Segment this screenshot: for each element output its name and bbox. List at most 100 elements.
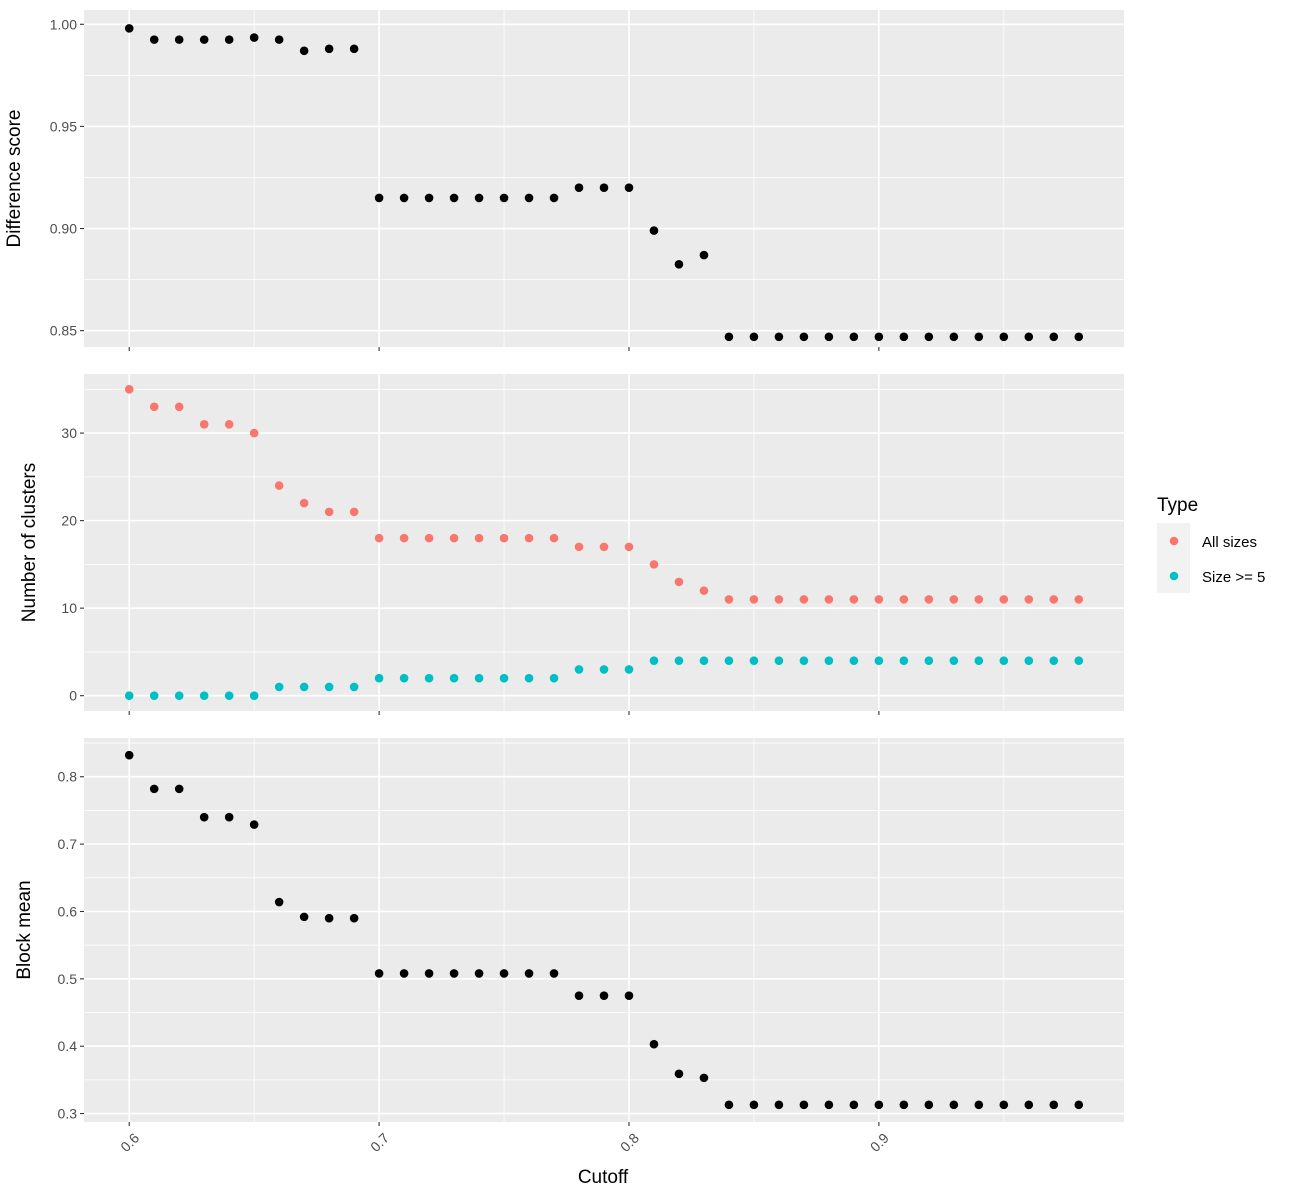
data-point (399, 533, 409, 543)
y-axis-title: Block mean (14, 880, 35, 979)
series-1 (124, 750, 1084, 1110)
data-point (924, 595, 934, 604)
series-size-5 (124, 656, 1084, 700)
data-point (724, 332, 734, 342)
data-point (499, 193, 509, 203)
data-point (374, 533, 384, 543)
data-point (699, 656, 709, 665)
data-point (399, 969, 409, 978)
y-tick-label: 0.6 (58, 903, 78, 919)
data-point (1024, 1100, 1034, 1110)
data-point (649, 226, 659, 235)
data-point (349, 507, 359, 517)
data-point (374, 969, 384, 978)
data-point (899, 595, 909, 604)
data-point (299, 498, 309, 508)
data-point (249, 820, 259, 829)
panel-background (84, 10, 1124, 347)
data-point (299, 682, 309, 692)
data-point (424, 533, 434, 543)
data-point (349, 44, 359, 54)
data-point (249, 691, 259, 700)
data-point (1074, 656, 1084, 665)
data-point (474, 533, 484, 543)
data-point (899, 656, 909, 665)
data-point (724, 595, 734, 604)
data-point (549, 533, 559, 543)
data-point (699, 1073, 709, 1083)
data-point (549, 673, 559, 683)
data-point (649, 656, 659, 665)
legend-title: Type (1157, 495, 1198, 516)
data-point (999, 595, 1009, 604)
data-point (899, 1100, 909, 1110)
data-point (599, 991, 609, 1000)
data-point (1074, 1100, 1084, 1110)
data-point (949, 595, 959, 604)
data-point (699, 586, 709, 595)
data-point (1074, 595, 1084, 604)
data-point (524, 969, 534, 978)
y-tick-label: 20 (61, 513, 77, 529)
data-point (774, 595, 784, 604)
data-point (449, 969, 459, 978)
data-point (124, 24, 134, 33)
y-axis-title: Number of clusters (19, 463, 40, 622)
data-point (949, 332, 959, 342)
data-point (524, 193, 534, 203)
data-point (1074, 332, 1084, 342)
data-point (1024, 332, 1034, 342)
y-axis-title: Difference score (4, 110, 25, 248)
data-point (824, 656, 834, 665)
data-point (124, 385, 134, 394)
data-point (924, 1100, 934, 1110)
data-point (849, 1100, 859, 1110)
data-point (799, 1100, 809, 1110)
data-point (749, 1100, 759, 1110)
data-point (1024, 595, 1034, 604)
data-point (224, 420, 234, 429)
data-point (149, 35, 159, 44)
data-point (774, 332, 784, 342)
y-tick-label: 0.8 (58, 769, 78, 785)
data-point (199, 420, 209, 429)
data-point (474, 969, 484, 978)
data-point (849, 656, 859, 665)
data-point (149, 402, 159, 412)
data-point (974, 595, 984, 604)
data-point (749, 656, 759, 665)
panel-1: 0.85 0.90 0.95 1.00 Difference score (4, 10, 1124, 351)
data-point (599, 183, 609, 192)
data-point (874, 656, 884, 665)
data-point (249, 33, 259, 42)
data-point (974, 332, 984, 342)
data-point (1049, 1100, 1059, 1110)
data-point (224, 35, 234, 44)
data-point (424, 193, 434, 203)
data-point (399, 193, 409, 203)
data-point (174, 784, 184, 794)
data-point (824, 332, 834, 342)
data-point (274, 481, 284, 490)
y-tick-label: 0.7 (58, 836, 78, 852)
data-point (299, 912, 309, 922)
data-point (1049, 656, 1059, 665)
data-point (874, 332, 884, 342)
data-point (749, 595, 759, 604)
data-point (1024, 656, 1034, 665)
x-tick-label: 0.9 (867, 1130, 892, 1155)
x-axis-title: Cutoff (578, 1167, 629, 1188)
data-point (224, 812, 234, 822)
chart-panels: 0.85 0.90 0.95 1.00 Difference score 0 10 20 30 N… (4, 10, 1124, 1155)
data-point (499, 673, 509, 683)
data-point (749, 332, 759, 342)
legend-key-all-sizes (1169, 536, 1179, 546)
data-point (449, 673, 459, 683)
data-point (649, 1039, 659, 1049)
panel-background (84, 738, 1124, 1122)
data-point (624, 542, 634, 552)
data-point (274, 897, 284, 907)
data-point (449, 193, 459, 203)
data-point (624, 991, 634, 1000)
